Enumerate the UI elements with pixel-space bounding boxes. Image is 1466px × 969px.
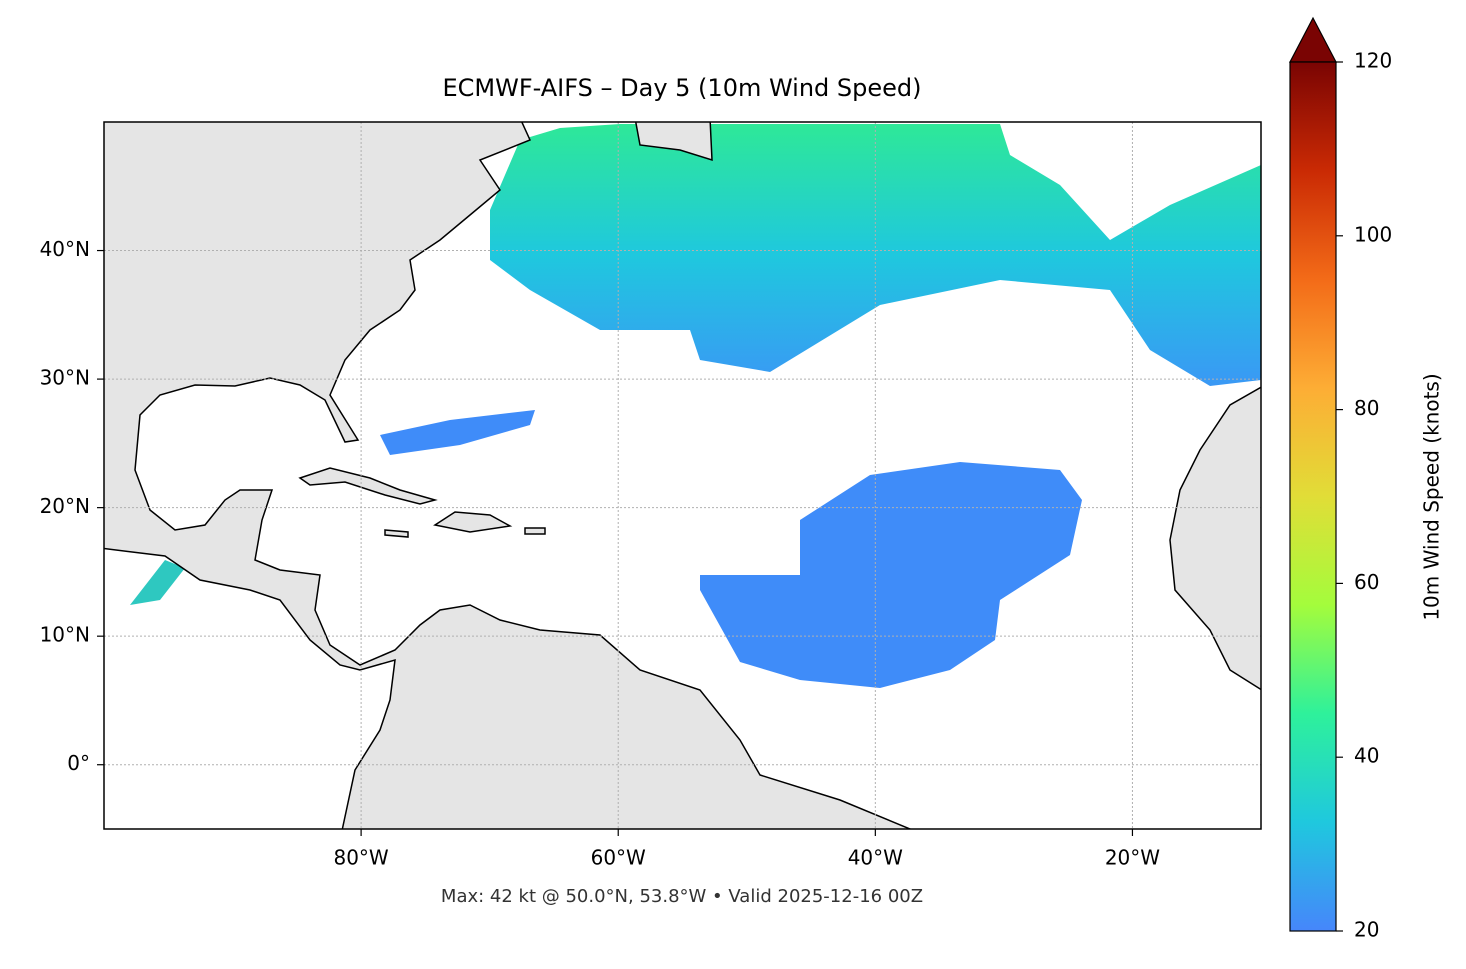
chart-title: ECMWF-AIFS – Day 5 (10m Wind Speed)	[442, 74, 921, 102]
annotation: Max: 42 kt @ 50.0°N, 53.8°W • Valid 2025…	[441, 886, 923, 907]
y-tick-label: 0°	[67, 751, 90, 775]
island	[384, 529, 409, 538]
land	[1169, 386, 1261, 691]
wind-area	[700, 462, 1082, 688]
land	[104, 122, 911, 829]
colorbar-tick-label: 120	[1354, 49, 1392, 73]
x-tick-label: 20°W	[1105, 846, 1160, 870]
map-frame	[103, 121, 1262, 830]
colorbar-tick-label: 100	[1354, 222, 1392, 246]
wind-area	[130, 560, 185, 605]
y-tick-label: 20°N	[40, 494, 90, 518]
island	[433, 511, 513, 533]
x-tick-label: 80°W	[333, 846, 388, 870]
colorbar-tick-label: 40	[1354, 744, 1379, 768]
wind-area	[380, 410, 535, 455]
x-tick-label: 40°W	[848, 846, 903, 870]
colorbar-tick-label: 60	[1354, 570, 1379, 594]
x-tick-label: 60°W	[591, 846, 646, 870]
colorbar-tick-label: 20	[1354, 918, 1379, 942]
island	[298, 467, 438, 505]
land	[634, 122, 713, 162]
colorbar-label: 10m Wind Speed (knots)	[1420, 373, 1444, 620]
y-tick-label: 10°N	[40, 623, 90, 647]
island	[524, 527, 546, 535]
y-tick-label: 40°N	[40, 237, 90, 261]
colorbar	[1289, 61, 1337, 932]
colorbar-tick-label: 80	[1354, 396, 1379, 420]
colorbar-extend	[1289, 16, 1337, 63]
axes: 80°W 60°W 40°W 20°W 0° 10°N 20°N 30°N 40°N	[40, 122, 1261, 870]
map	[104, 122, 1261, 829]
y-tick-label: 30°N	[40, 366, 90, 390]
